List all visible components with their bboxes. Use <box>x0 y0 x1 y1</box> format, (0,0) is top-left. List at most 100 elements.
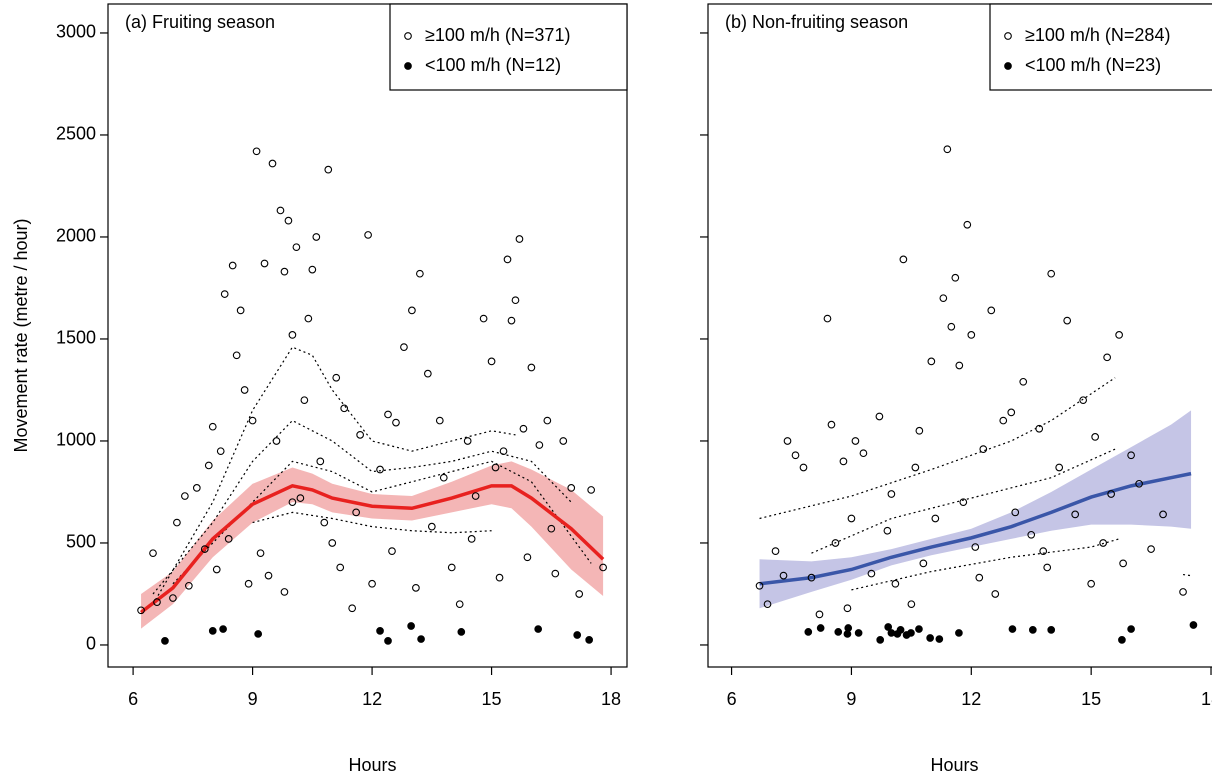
point <box>471 492 480 500</box>
point <box>455 600 464 609</box>
point <box>931 514 940 523</box>
point <box>1135 479 1143 488</box>
point <box>875 412 884 421</box>
x-tick-label: 18 <box>601 689 621 709</box>
point <box>304 314 313 323</box>
point <box>352 508 360 517</box>
point <box>831 539 840 547</box>
point <box>551 569 560 578</box>
point <box>236 306 245 315</box>
plot-area <box>137 147 607 645</box>
point <box>324 165 333 174</box>
point <box>200 545 209 553</box>
point <box>519 424 528 433</box>
point <box>252 147 261 156</box>
point <box>224 535 233 543</box>
point <box>527 363 536 372</box>
point <box>408 306 416 315</box>
point <box>1107 490 1115 498</box>
point <box>839 457 848 466</box>
point <box>575 590 584 598</box>
point <box>891 579 900 588</box>
point <box>192 484 201 492</box>
point <box>979 445 988 453</box>
point <box>1147 545 1155 553</box>
point <box>487 357 496 366</box>
point <box>447 563 456 572</box>
point <box>503 255 512 264</box>
legend-label: ≥100 m/h (N=284) <box>1025 25 1170 45</box>
point <box>467 535 476 543</box>
point <box>181 492 189 500</box>
point <box>935 635 944 643</box>
plot-area <box>755 145 1198 644</box>
point <box>417 635 425 643</box>
point <box>292 243 301 252</box>
point <box>1055 463 1064 472</box>
confidence-band <box>141 461 604 629</box>
point <box>499 447 508 456</box>
point <box>1189 621 1198 629</box>
point <box>947 322 956 331</box>
point <box>457 628 466 636</box>
point <box>1127 451 1135 460</box>
point <box>300 396 309 405</box>
panel: 6 9 12 15 18 (b) Non-fruiting season Hours ≥100… <box>700 3 1212 775</box>
point <box>1008 625 1017 633</box>
point <box>511 296 520 305</box>
point <box>308 265 317 274</box>
point <box>332 373 341 382</box>
point <box>423 369 432 378</box>
plot-frame <box>707 3 1212 668</box>
point <box>951 273 960 282</box>
legend-marker <box>404 32 412 40</box>
y-tick-label: 3000 <box>56 22 96 42</box>
point <box>161 637 169 645</box>
panel: 0 500 1000 1500 2000 2500 3000 6 9 12 15 18 (a) Frui… <box>11 3 628 775</box>
point <box>1028 626 1037 634</box>
point <box>312 233 321 241</box>
panel-title: (a) Fruiting season <box>125 12 275 32</box>
point <box>815 610 824 619</box>
point <box>585 636 594 644</box>
point <box>491 463 500 472</box>
point <box>763 600 772 609</box>
point <box>955 629 963 637</box>
x-tick-label: 12 <box>961 689 981 709</box>
point <box>834 628 843 636</box>
point <box>599 563 607 572</box>
point <box>907 629 915 637</box>
legend-box <box>989 3 1212 91</box>
point <box>515 235 524 243</box>
point <box>495 573 504 582</box>
point <box>851 437 860 445</box>
point <box>376 465 384 474</box>
point <box>847 514 856 523</box>
point <box>149 549 157 558</box>
point <box>911 463 920 472</box>
point <box>232 351 241 360</box>
point <box>296 494 305 502</box>
point <box>999 416 1008 425</box>
point <box>244 579 253 588</box>
point <box>1179 588 1187 596</box>
point <box>867 569 876 578</box>
point <box>854 629 863 637</box>
point <box>1079 396 1088 405</box>
point <box>272 437 281 445</box>
point <box>254 630 263 638</box>
point <box>883 526 892 535</box>
x-tick-label: 9 <box>248 689 258 709</box>
legend-marker <box>1004 62 1012 70</box>
y-tick-label: 0 <box>86 634 96 654</box>
point <box>220 290 229 298</box>
point <box>1007 408 1016 417</box>
point <box>407 622 415 630</box>
point <box>1159 510 1167 519</box>
point <box>1019 377 1028 386</box>
point <box>284 216 293 225</box>
point <box>216 447 225 456</box>
point <box>240 386 249 394</box>
point <box>248 416 257 425</box>
point <box>534 625 543 633</box>
